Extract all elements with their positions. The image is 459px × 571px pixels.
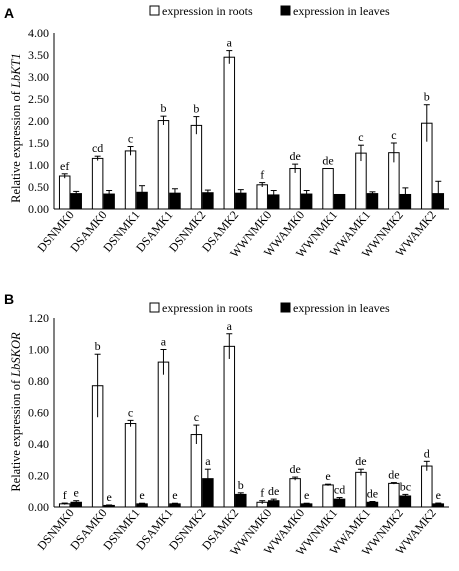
plot-area-b: 0.000.200.400.600.801.001.20f eDSNMK0beDS… [28,311,449,558]
sig-letter-b-roots-5: a [227,319,233,333]
sig-letter-b-roots-10: de [388,468,399,482]
y-tick-label-b-3: 0.60 [28,406,49,420]
sig-letter-a-roots-10: c [391,128,396,142]
sig-letter-b-leaves-7: e [304,488,309,502]
y-tick-label-b-4: 0.80 [28,374,49,388]
y-tick-label-a-4: 2.00 [28,114,49,128]
sig-letter-b-roots-2: c [128,405,133,419]
bar-a-roots-2 [124,150,137,210]
panel-label-b: B [4,291,14,307]
sig-letter-b-roots-8: e [325,469,330,483]
legend-b-roots-swatch [149,302,160,313]
sig-letter-b-leaves-2: e [139,488,144,502]
sig-letter-a-roots-7: de [289,149,300,163]
y-tick-label-a-3: 1.50 [28,136,49,150]
bar-b-roots-7 [289,478,301,508]
y-axis-label-a: Relative expression of LbKT1 [9,53,23,203]
bar-b-leaves-10 [399,495,412,508]
y-tick-label-b-0: 0.00 [28,500,49,514]
sig-letter-b-leaves-3: e [172,488,177,502]
sig-letter-a-roots-8: de [322,154,333,168]
plot-area-a: 0.000.501.001.502.002.503.003.504.00efDS… [28,26,449,260]
y-axis-label-a-gene: LbKT1 [9,53,23,89]
bar-a-roots-7 [289,168,301,210]
legend-a-roots-label: expression in roots [162,4,253,18]
y-tick-label-a-5: 2.50 [28,92,49,106]
sig-letter-b-leaves-5: b [238,478,244,492]
y-tick-label-b-5: 1.00 [28,343,49,357]
sig-letter-b-roots-3: a [161,335,167,349]
bar-b-roots-11 [421,465,433,508]
legend-b: expression in roots expression in leaves [149,301,390,315]
y-tick-label-a-2: 1.00 [28,158,49,172]
legend-b-leaves-swatch [280,302,291,313]
sig-letter-b-roots-6: f [260,486,264,500]
sig-letter-b-leaves-4: a [205,454,211,468]
bar-a-roots-5 [223,56,236,210]
legend-a-leaves-label: expression in leaves [293,4,390,18]
y-axis-label-b-gene: LbSKOR [9,332,23,378]
bar-b-roots-2 [124,423,137,508]
sig-letter-b-roots-1: b [95,339,101,353]
y-tick-label-a-7: 3.50 [28,48,49,62]
bar-b-roots-9 [355,471,367,508]
panel-label-a: A [4,5,14,21]
bar-a-leaves-0 [70,193,82,210]
bar-a-roots-1 [91,157,104,210]
sig-letter-a-roots-1: cd [92,141,103,155]
sig-letter-a-roots-3: b [160,101,166,115]
bar-b-roots-3 [157,361,170,508]
sig-letter-b-leaves-9: de [367,486,378,500]
sig-letter-b-roots-0: f [63,488,67,502]
bar-a-roots-3 [157,120,170,210]
sig-letter-b-leaves-11: e [436,488,441,502]
y-axis-label-a-prefix: Relative expression of [9,88,23,203]
y-tick-label-b-6: 1.20 [28,311,49,325]
bar-b-leaves-5 [235,493,247,508]
bar-a-roots-0 [58,175,71,210]
legend-b-leaves-label: expression in leaves [293,301,390,315]
y-tick-label-a-6: 3.00 [28,70,49,84]
bar-a-leaves-9 [366,193,379,210]
y-tick-label-a-8: 4.00 [28,26,49,40]
sig-letter-b-roots-11: d [424,446,430,460]
sig-letter-b-leaves-6: de [268,484,279,498]
bar-a-roots-8 [322,168,334,210]
y-tick-label-b-1: 0.20 [28,469,49,483]
sig-letter-a-roots-6: f [260,168,264,182]
y-tick-label-b-2: 0.40 [28,437,49,451]
sig-letter-b-leaves-8: cd [334,483,345,497]
legend-a: expression in roots expression in leaves [149,4,390,18]
bar-b-roots-10 [388,482,400,508]
sig-letter-a-roots-11: b [424,90,430,104]
bar-b-roots-4 [190,434,203,508]
sig-letter-b-leaves-1: e [106,490,111,504]
legend-b-roots-label: expression in roots [162,301,253,315]
sig-letter-b-roots-9: de [355,454,366,468]
sig-letter-b-leaves-10: bc [400,479,411,493]
bar-a-roots-9 [355,152,367,210]
sig-letter-b-roots-7: de [289,462,300,476]
bar-a-roots-4 [190,124,203,210]
bar-a-roots-6 [256,184,268,210]
legend-a-roots-swatch [149,5,160,16]
sig-letter-a-roots-9: c [358,130,363,144]
sig-letter-a-roots-0: ef [60,159,69,173]
sig-letter-b-roots-4: c [194,410,199,424]
y-axis-label-b-prefix: Relative expression of [9,377,23,492]
bar-b-roots-5 [223,345,236,508]
y-axis-label-b: Relative expression of LbSKOR [9,332,23,492]
sig-letter-b-leaves-0: e [74,486,79,500]
bar-b-roots-8 [322,484,334,508]
legend-a-leaves-swatch [280,5,291,16]
bar-a-leaves-8 [333,193,346,210]
sig-letter-a-roots-5: a [227,36,233,50]
sig-letter-a-roots-2: c [128,132,133,146]
y-tick-label-a-0: 0.00 [28,202,49,216]
sig-letter-a-roots-4: b [193,102,199,116]
y-tick-label-a-1: 0.50 [28,180,49,194]
